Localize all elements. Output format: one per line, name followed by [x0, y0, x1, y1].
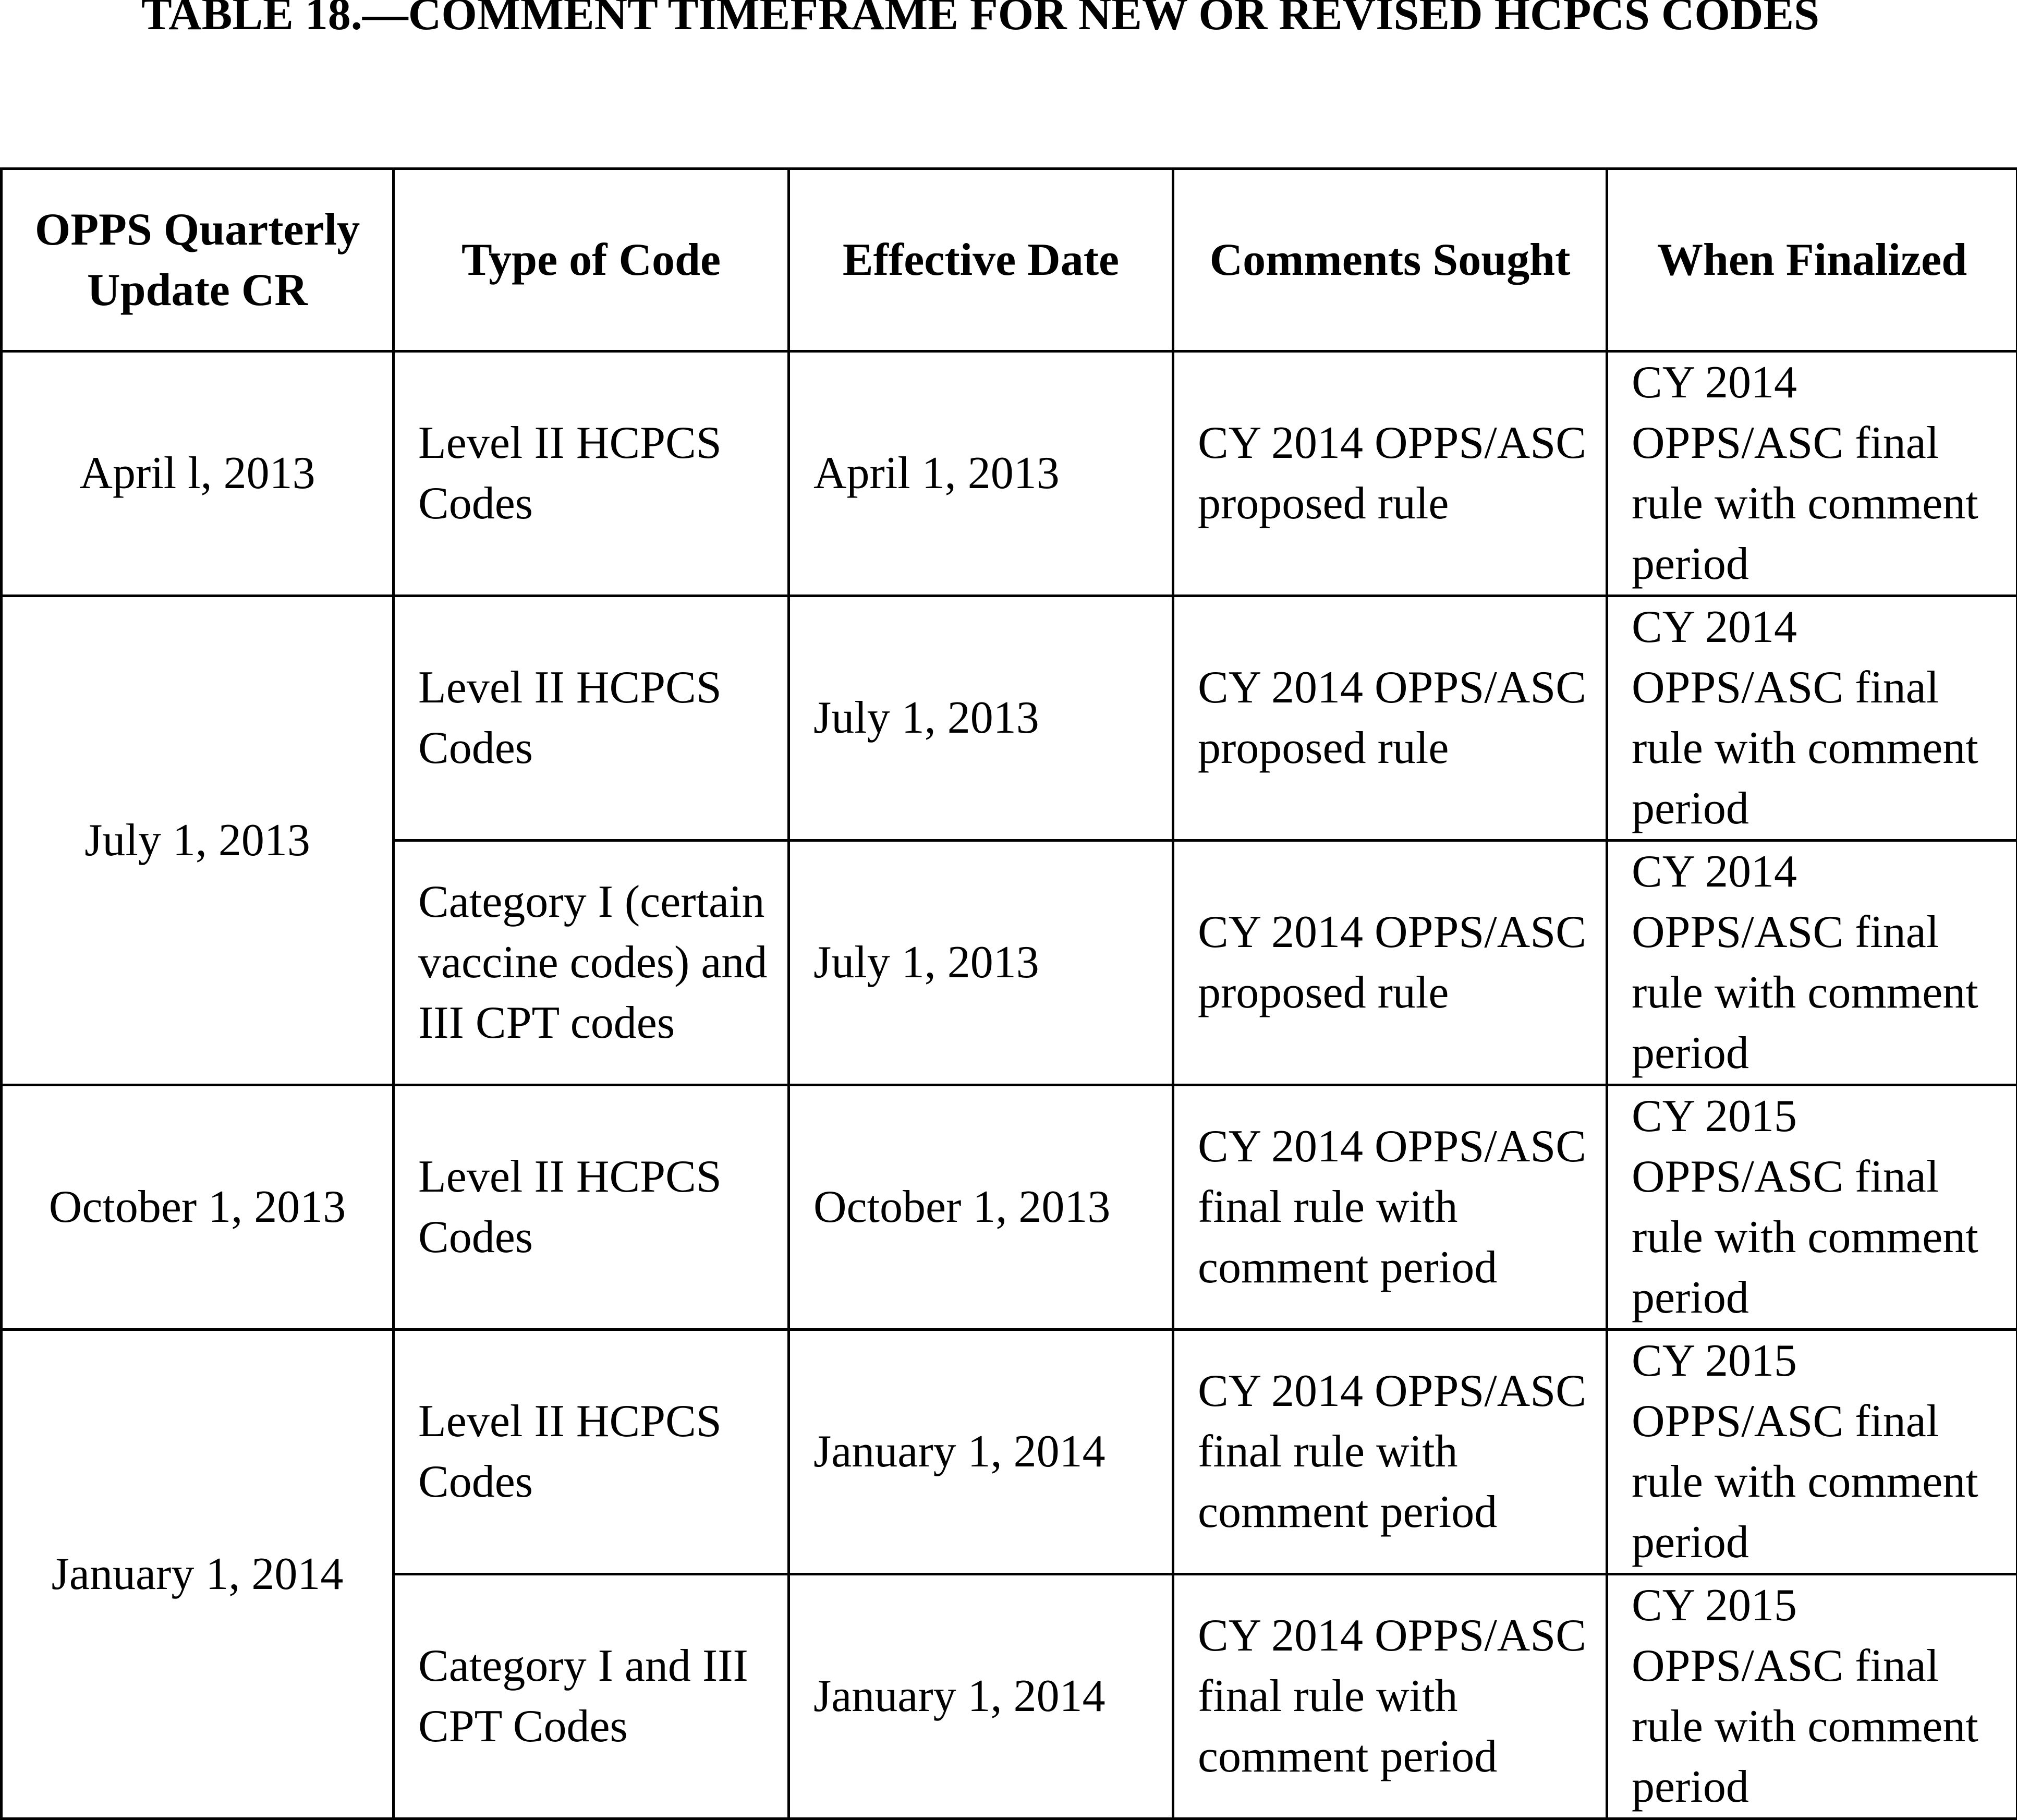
header-update-cr: OPPS Quarterly Update CR	[2, 169, 394, 351]
effective-date-cell: January 1, 2014	[789, 1330, 1173, 1574]
effective-date-cell: January 1, 2014	[789, 1574, 1173, 1819]
comments-sought-cell: CY 2014 OPPS/ASC proposed rule	[1173, 596, 1607, 841]
type-of-code-cell: Level II HCPCS Codes	[394, 1085, 789, 1330]
header-type-of-code: Type of Code	[394, 169, 789, 351]
effective-date-cell: October 1, 2013	[789, 1085, 1173, 1330]
header-effective-date: Effective Date	[789, 169, 1173, 351]
header-comments-sought: Comments Sought	[1173, 169, 1607, 351]
comments-sought-cell: CY 2014 OPPS/ASC final rule with comment…	[1173, 1330, 1607, 1574]
header-row: OPPS Quarterly Update CR Type of Code Ef…	[2, 169, 2017, 351]
table-title: TABLE 18.—COMMENT TIMEFRAME FOR NEW OR R…	[0, 0, 1961, 45]
update-cr-cell: July 1, 2013	[2, 596, 394, 1085]
type-of-code-cell: Level II HCPCS Codes	[394, 1330, 789, 1574]
effective-date-cell: July 1, 2013	[789, 596, 1173, 841]
type-of-code-cell: Category I (certain vaccine codes) and I…	[394, 841, 789, 1085]
type-of-code-cell: Category I and III CPT Codes	[394, 1574, 789, 1819]
when-finalized-cell: CY 2014 OPPS/ASC final rule with comment…	[1607, 596, 2017, 841]
comment-timeframe-table: OPPS Quarterly Update CR Type of Code Ef…	[0, 167, 2017, 1820]
type-of-code-cell: Level II HCPCS Codes	[394, 351, 789, 596]
effective-date-cell: July 1, 2013	[789, 841, 1173, 1085]
header-when-finalized: When Finalized	[1607, 169, 2017, 351]
update-cr-cell: October 1, 2013	[2, 1085, 394, 1330]
comments-sought-cell: CY 2014 OPPS/ASC final rule with comment…	[1173, 1574, 1607, 1819]
comments-sought-cell: CY 2014 OPPS/ASC proposed rule	[1173, 841, 1607, 1085]
update-cr-cell: April l, 2013	[2, 351, 394, 596]
when-finalized-cell: CY 2015 OPPS/ASC final rule with comment…	[1607, 1085, 2017, 1330]
when-finalized-cell: CY 2015 OPPS/ASC final rule with comment…	[1607, 1330, 2017, 1574]
comments-sought-cell: CY 2014 OPPS/ASC final rule with comment…	[1173, 1085, 1607, 1330]
when-finalized-cell: CY 2014 OPPS/ASC final rule with comment…	[1607, 841, 2017, 1085]
effective-date-cell: April 1, 2013	[789, 351, 1173, 596]
comments-sought-cell: CY 2014 OPPS/ASC proposed rule	[1173, 351, 1607, 596]
when-finalized-cell: CY 2014 OPPS/ASC final rule with comment…	[1607, 351, 2017, 596]
when-finalized-cell: CY 2015 OPPS/ASC final rule with comment…	[1607, 1574, 2017, 1819]
type-of-code-cell: Level II HCPCS Codes	[394, 596, 789, 841]
update-cr-cell: January 1, 2014	[2, 1330, 394, 1819]
